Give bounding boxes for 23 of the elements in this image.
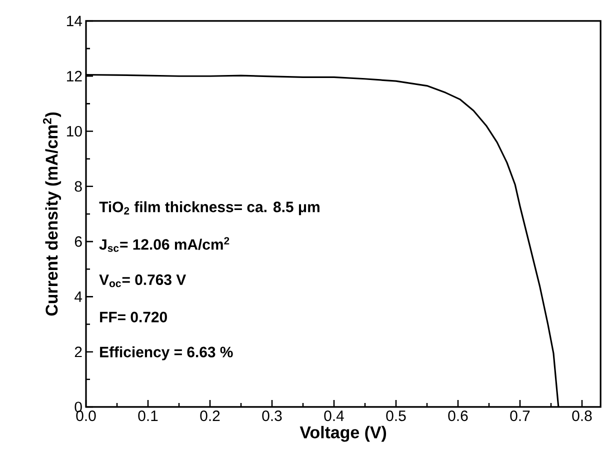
x-tick-label: 0.8 <box>572 410 592 422</box>
x-tick-label: 0.1 <box>138 410 158 422</box>
annotation: V$_{oc}$= 0.763 V <box>99 274 186 288</box>
y-tick-label: 14 <box>67 16 82 26</box>
y-tick-label: 2 <box>74 346 82 358</box>
x-tick-label: 0.6 <box>448 410 468 422</box>
y-tick-label: 10 <box>67 126 82 137</box>
x-axis-title: Voltage (V) <box>300 426 386 442</box>
x-tick-label: 0.3 <box>262 410 282 422</box>
annotation: FF= 0.720 <box>100 312 167 322</box>
x-tick-label: 0.0 <box>76 410 96 422</box>
annotation: Efficiency = 6.63 % <box>100 346 233 360</box>
y-tick-label: 4 <box>74 292 82 302</box>
x-tick-label: 0.2 <box>200 410 220 422</box>
y-tick-label: 6 <box>74 236 82 247</box>
annotation: J$_{sc}$= 12.06 mA/cm$^{2}$ <box>99 237 230 252</box>
annotation: TiO$_{2}$ film thickness= ca. 8.5 μm <box>99 201 320 216</box>
y-axis-title: Current density (mA/cm$^{2}$) <box>42 112 62 316</box>
y-tick-label: 12 <box>67 70 82 82</box>
y-tick-label: 8 <box>74 181 82 192</box>
x-tick-label: 0.5 <box>386 410 406 422</box>
x-tick-label: 0.4 <box>324 410 344 422</box>
x-tick-label: 0.7 <box>510 410 530 422</box>
